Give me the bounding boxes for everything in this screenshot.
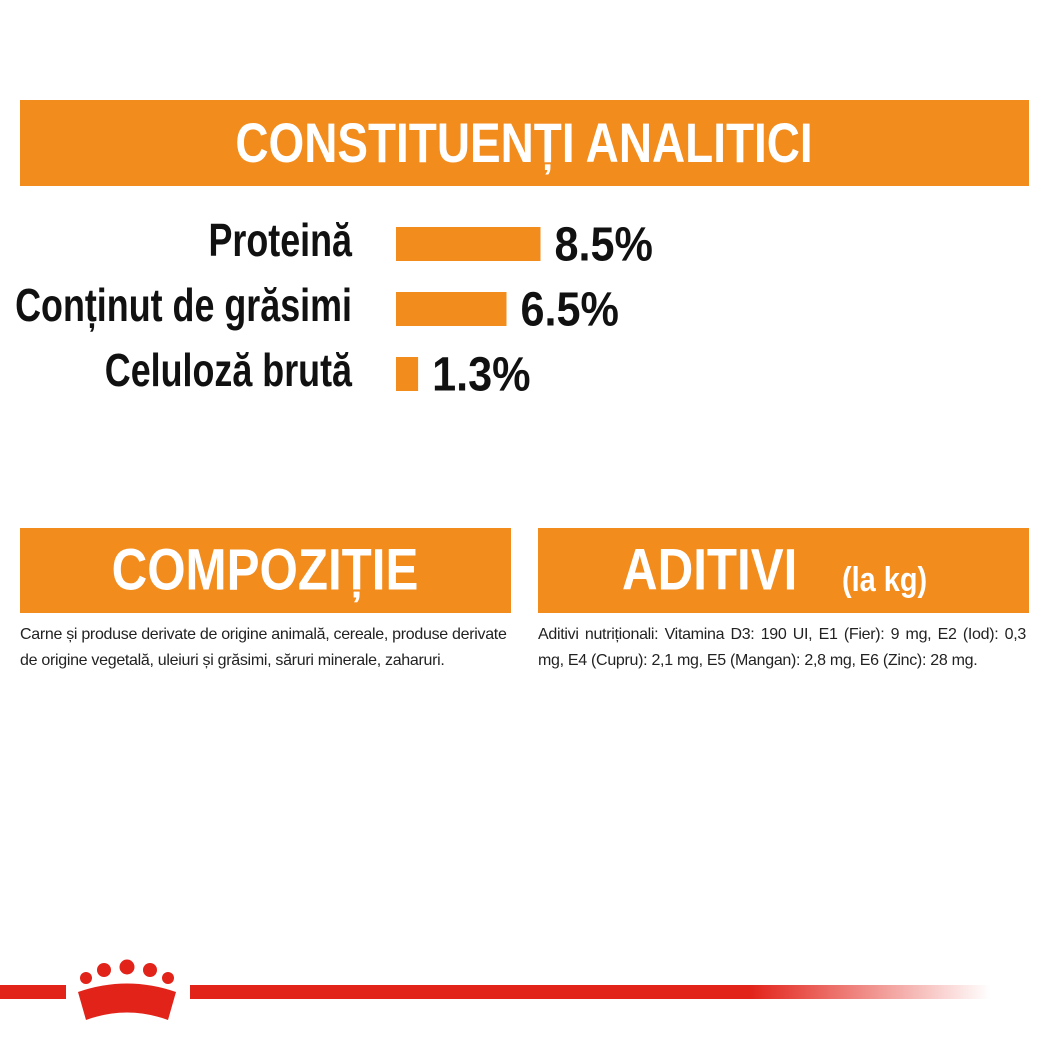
additives-text: Aditivi nutriționali: Vitamina D3: 190 U… (538, 626, 1026, 669)
bar (396, 227, 541, 261)
additives-title: ADITIVI (622, 537, 797, 602)
logo-dot (80, 972, 92, 984)
additives-band (538, 528, 1029, 613)
category-label: Celuloză brută (105, 344, 353, 396)
logo-crown (78, 983, 176, 1020)
bar (396, 357, 419, 391)
value-label: 1.3% (432, 349, 530, 402)
footer-line (0, 985, 66, 999)
value-label: 6.5% (521, 284, 619, 337)
footer-line (190, 985, 990, 999)
logo-dot (119, 959, 135, 975)
composition-text: Carne și produse derivate de origine ani… (20, 626, 507, 669)
logo-dot (162, 972, 174, 984)
header-band (20, 100, 1029, 186)
chart-title: CONSTITUENȚI ANALITICI (235, 111, 812, 175)
value-label: 8.5% (555, 219, 653, 272)
additives-subtitle: (la kg) (842, 561, 927, 599)
composition-band (20, 528, 511, 613)
category-label: Proteină (208, 214, 352, 266)
composition-title: COMPOZIȚIE (112, 537, 419, 602)
footer-logo (0, 959, 990, 1020)
bar (396, 292, 507, 326)
category-label: Conținut de grăsimi (15, 279, 352, 332)
logo-dot (97, 963, 111, 977)
logo-dot (143, 963, 157, 977)
